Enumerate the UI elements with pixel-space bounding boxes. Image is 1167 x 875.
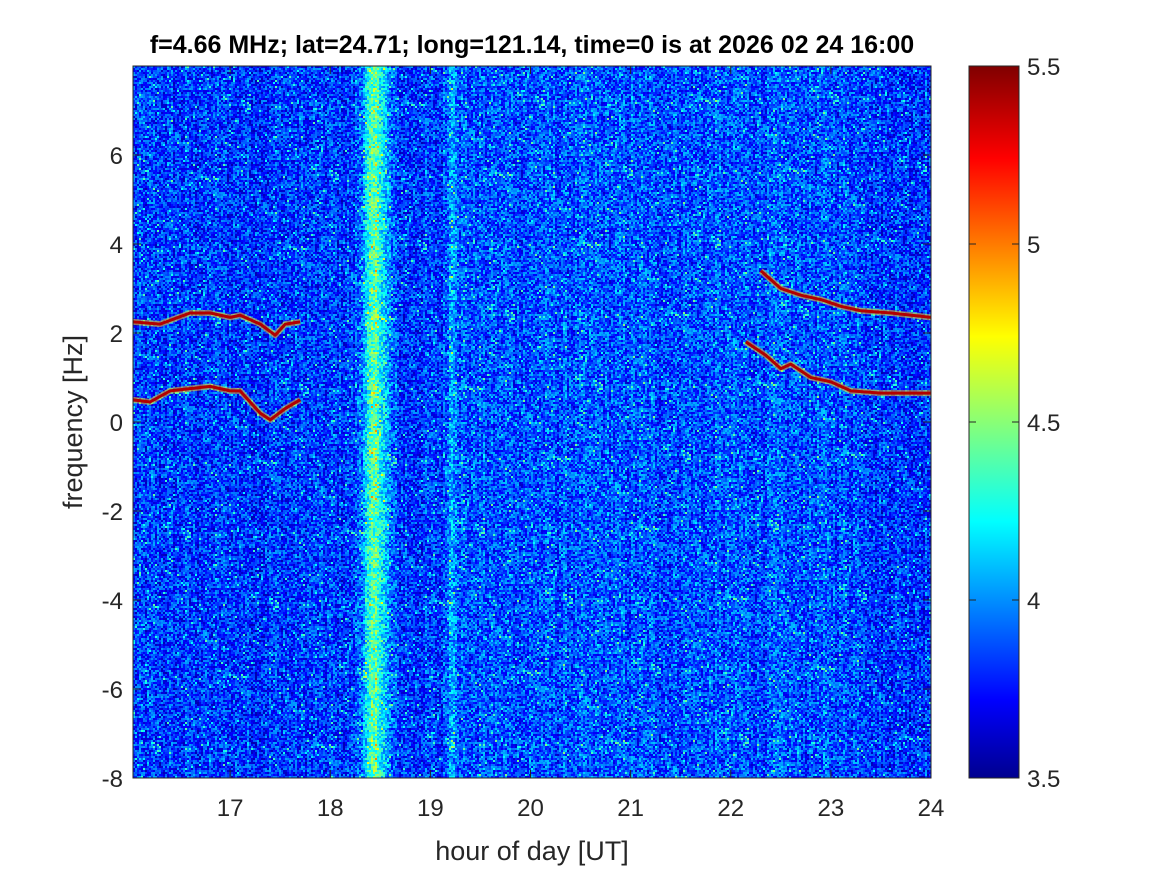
trace-lower-left bbox=[133, 384, 301, 422]
x-tick-label: 22 bbox=[717, 795, 744, 822]
chart-title: f=4.66 MHz; lat=24.71; long=121.14, time… bbox=[150, 31, 914, 59]
trace-upper-right bbox=[759, 269, 931, 319]
y-tick-label: 6 bbox=[110, 143, 123, 170]
y-tick-label: 4 bbox=[110, 232, 123, 259]
y-axis: -8 -6 -4 -2 0 2 4 6 bbox=[102, 143, 931, 793]
colorbar-tick-label: 3.5 bbox=[1027, 766, 1060, 793]
heatmap-texture bbox=[133, 66, 931, 778]
x-tick-label: 20 bbox=[517, 795, 544, 822]
x-tick-label: 18 bbox=[317, 795, 344, 822]
y-axis-label: frequency [Hz] bbox=[58, 335, 88, 509]
trace-upper-left bbox=[133, 311, 301, 337]
colorbar-tick-label: 4.5 bbox=[1027, 410, 1060, 437]
colorbar-ticks: 3.5 4 4.5 5 5.5 bbox=[969, 54, 1060, 793]
y-tick-label: -6 bbox=[102, 677, 123, 704]
colorbar-tick-label: 5.5 bbox=[1027, 54, 1060, 81]
colorbar-tick-label: 4 bbox=[1027, 588, 1040, 615]
y-tick-label: -4 bbox=[102, 588, 123, 615]
x-tick-label: 19 bbox=[417, 795, 444, 822]
colorbar-tick-label: 5 bbox=[1027, 232, 1040, 259]
plot-area bbox=[132, 65, 932, 779]
colorbar-gradient bbox=[968, 65, 1020, 779]
x-tick-label: 23 bbox=[818, 795, 845, 822]
trace-lower-right bbox=[744, 340, 931, 395]
heatmap-texture-container bbox=[133, 66, 931, 778]
y-tick-label: -2 bbox=[102, 499, 123, 526]
x-tick-label: 21 bbox=[617, 795, 644, 822]
x-tick-label: 17 bbox=[217, 795, 244, 822]
y-tick-label: 0 bbox=[110, 410, 123, 437]
y-tick-label: -8 bbox=[102, 766, 123, 793]
x-tick-label: 24 bbox=[918, 795, 945, 822]
x-axis: 17 18 19 20 21 22 23 24 bbox=[217, 66, 945, 822]
colorbar: 3.5 4 4.5 5 5.5 bbox=[968, 54, 1060, 793]
x-axis-label: hour of day [UT] bbox=[435, 836, 629, 866]
y-tick-label: 2 bbox=[110, 321, 123, 348]
traces-layer bbox=[133, 268, 931, 423]
